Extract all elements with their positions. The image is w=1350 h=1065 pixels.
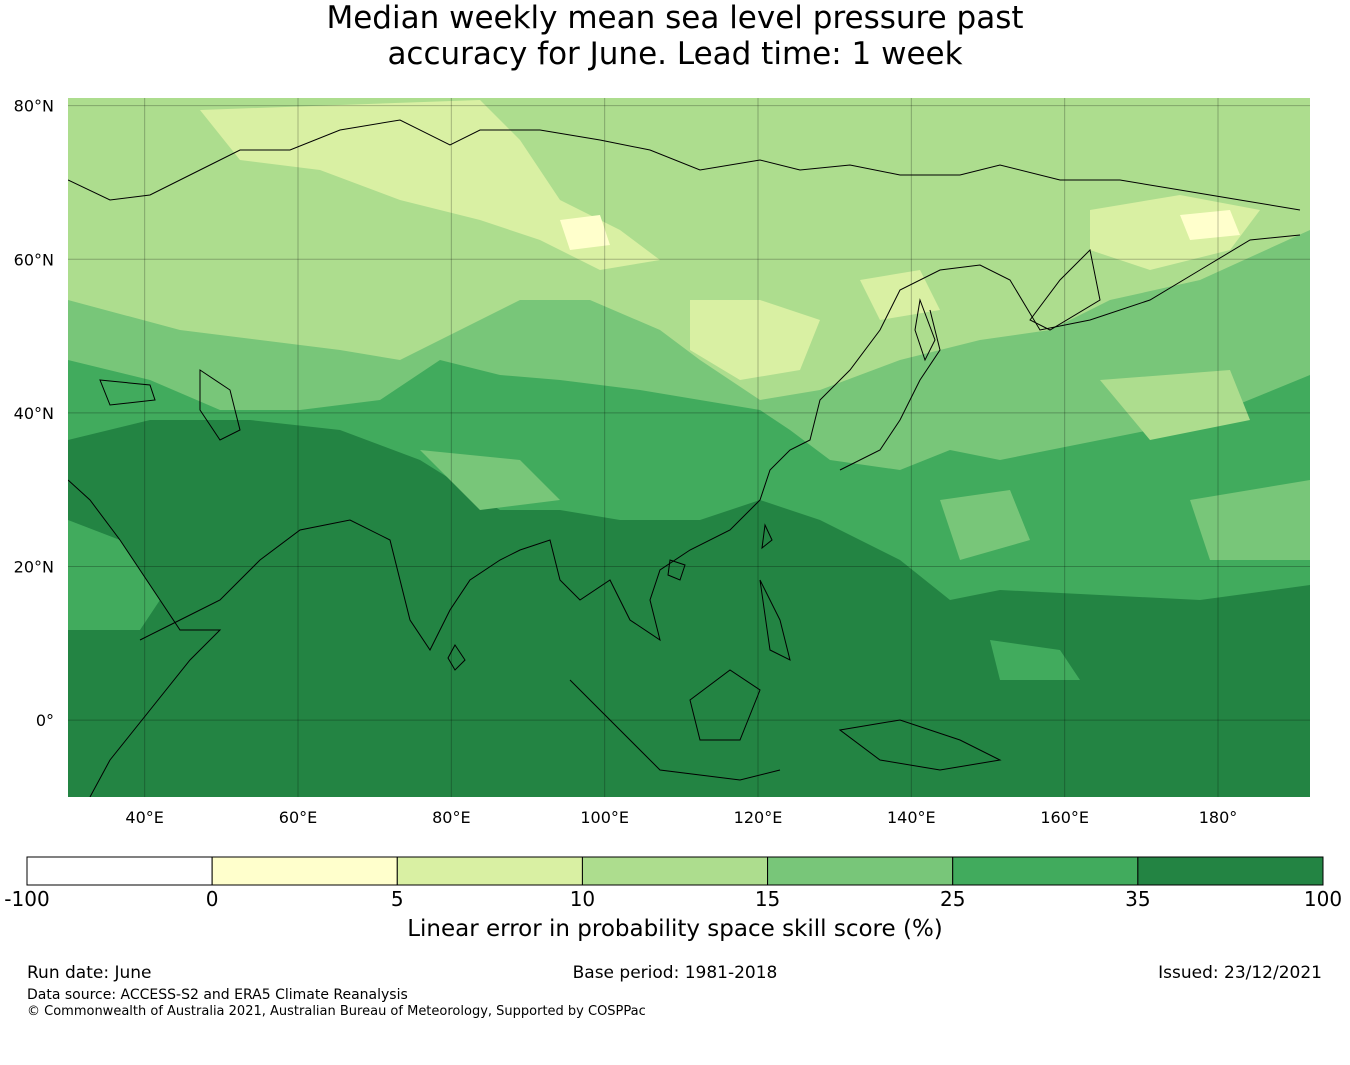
lon-label: 100°E bbox=[580, 808, 629, 827]
lat-label: 0° bbox=[36, 711, 54, 730]
lon-label: 80°E bbox=[432, 808, 470, 827]
lon-label: 40°E bbox=[125, 808, 163, 827]
gridlines bbox=[68, 98, 1310, 797]
coastline-eurasia-north bbox=[68, 119, 1301, 211]
skill-region-0-5 bbox=[560, 215, 610, 250]
base-period: Base period: 1981-2018 bbox=[572, 963, 778, 983]
chart-title: Median weekly mean sea level pressure pa… bbox=[0, 0, 1350, 72]
coastline-arabia-africa bbox=[68, 479, 222, 797]
colorbar-tick-label: -100 bbox=[4, 887, 50, 911]
skill-region-15-25-b bbox=[940, 490, 1030, 560]
run-date: Run date: June bbox=[27, 963, 152, 983]
coastline-hainan bbox=[667, 559, 686, 581]
coastline-philippines bbox=[759, 579, 791, 661]
longitude-labels: 40°E 60°E 80°E 100°E 120°E 140°E 160°E 180° bbox=[125, 808, 1237, 827]
colorbar-tick-label: 15 bbox=[754, 887, 781, 911]
coastlines bbox=[68, 119, 1301, 797]
copyright: © Commonwealth of Australia 2021, Austra… bbox=[27, 1004, 646, 1019]
colorbar-segment bbox=[26, 856, 213, 886]
lat-label: 40°N bbox=[14, 404, 54, 423]
skill-region-5-10 bbox=[200, 100, 660, 270]
colorbar-tick-label: 35 bbox=[1125, 887, 1151, 911]
coastline-japan bbox=[839, 309, 941, 471]
coastline-new-guinea bbox=[838, 719, 1002, 771]
coastline-kamchatka bbox=[1029, 248, 1101, 331]
colorbar-segment bbox=[1137, 856, 1324, 886]
skill-region-25-35-b bbox=[68, 520, 160, 630]
coastline-taiwan bbox=[761, 523, 773, 550]
skill-region-15-25-d bbox=[420, 450, 560, 510]
lat-label: 60°N bbox=[14, 250, 54, 269]
colorbar-segment bbox=[581, 856, 769, 886]
lon-label: 60°E bbox=[279, 808, 317, 827]
lon-label: 120°E bbox=[734, 808, 783, 827]
colorbar-segment bbox=[211, 856, 398, 886]
skill-region-25-35-c bbox=[990, 640, 1080, 680]
colorbar-tick-label: 25 bbox=[939, 887, 966, 911]
lon-label: 160°E bbox=[1040, 808, 1089, 827]
colorbar-segment bbox=[396, 856, 583, 886]
title-line-1: Median weekly mean sea level pressure pa… bbox=[326, 0, 1024, 36]
coastline-sakhalin bbox=[914, 298, 936, 362]
latitude-labels: 80°N 60°N 40°N 20°N 0° bbox=[14, 97, 54, 731]
coastline-east-asia bbox=[139, 234, 1301, 651]
lon-label: 180° bbox=[1199, 808, 1238, 827]
colorbar-tick-label: 0 bbox=[205, 887, 219, 911]
colorbar-tick-label: 100 bbox=[1303, 887, 1343, 911]
skill-region-5-10-b bbox=[690, 300, 820, 380]
coastline-indonesia bbox=[569, 679, 781, 781]
coastline-caspian bbox=[199, 369, 241, 441]
colorbar-label: Linear error in probability space skill … bbox=[407, 916, 943, 942]
skill-region-10-15-b bbox=[1100, 370, 1250, 440]
skill-region-0-5-b bbox=[1180, 210, 1240, 240]
data-source: Data source: ACCESS-S2 and ERA5 Climate … bbox=[27, 987, 408, 1003]
skill-field bbox=[68, 98, 1310, 797]
lon-label: 140°E bbox=[887, 808, 936, 827]
issued-date: Issued: 23/12/2021 bbox=[1158, 963, 1322, 983]
skill-region-5-10-d bbox=[860, 270, 940, 320]
colorbar-tick-label: 5 bbox=[390, 887, 404, 911]
coastline-black-sea bbox=[99, 379, 156, 406]
lat-label: 80°N bbox=[14, 97, 54, 116]
coastline-sri-lanka bbox=[447, 644, 466, 671]
lat-label: 20°N bbox=[14, 558, 54, 577]
coastline-borneo bbox=[689, 669, 761, 741]
title-line-2: accuracy for June. Lead time: 1 week bbox=[387, 36, 963, 72]
colorbar-tick-label: 10 bbox=[569, 887, 596, 911]
colorbar-segment bbox=[952, 856, 1139, 886]
colorbar-segment bbox=[767, 856, 954, 886]
colorbar bbox=[26, 856, 1324, 886]
skill-region-15-25-c bbox=[1190, 480, 1310, 560]
